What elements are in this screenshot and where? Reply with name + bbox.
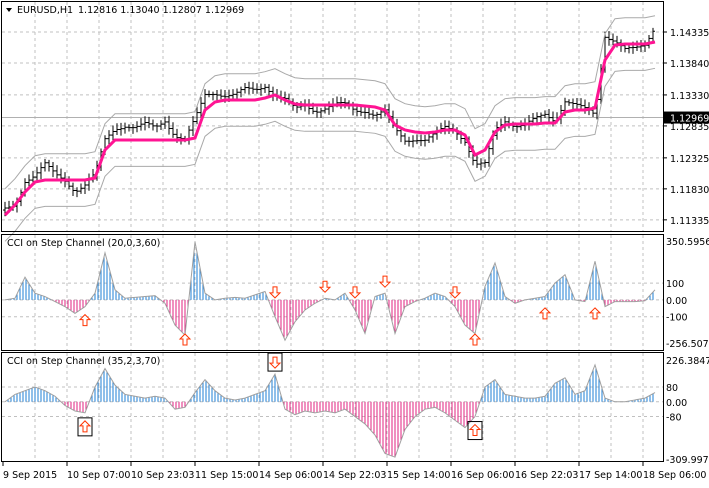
price-label: 1.13840 (670, 59, 709, 70)
price-label: 1.11830 (670, 185, 709, 196)
price-label: 1.11335 (670, 216, 709, 227)
sub2-frame (1, 352, 664, 462)
cci-subwindow-1[interactable] (4, 241, 656, 346)
time-label: 14 Sep 22:03 (323, 470, 386, 481)
cci-line (4, 363, 656, 458)
up-arrow-icon (467, 421, 483, 441)
axes: 1.14335 1.13840 1.13330 1.12835 1.12325 1.118… (2, 28, 709, 481)
time-label: 11 Sep 15:00 (195, 470, 258, 481)
time-label: 14 Sep 06:00 (259, 470, 322, 481)
down-arrow-icon (448, 286, 462, 299)
arrow-shape (538, 307, 552, 320)
time-label: 15 Sep 14:00 (387, 470, 450, 481)
indicator-level-label: -309.9971 (666, 455, 709, 466)
arrow-shape (318, 280, 332, 293)
sub1-title: CCI on Step Channel (20,0,3,60) (7, 238, 160, 249)
arrow-shape (378, 275, 392, 288)
time-label: 9 Sep 2015 (3, 470, 57, 481)
arrow-shape (348, 286, 362, 299)
arrow-shape (78, 420, 92, 433)
up-arrow-icon (468, 333, 482, 346)
up-arrow-icon (178, 333, 192, 346)
arrow-shape (448, 286, 462, 299)
arrow-shape (178, 333, 192, 346)
indicator-level-label: 80 (666, 383, 678, 394)
price-label: 1.12325 (670, 154, 709, 165)
cci-subwindow-2[interactable] (4, 352, 656, 458)
arrow-shape (268, 356, 282, 369)
arrow-shape (268, 286, 282, 299)
channel-midline (3, 40, 656, 217)
down-arrow-icon (268, 286, 282, 299)
main-frame (1, 1, 664, 232)
indicator-level-label: -100 (666, 313, 688, 324)
current-price-label: 1.12969 (670, 114, 709, 125)
down-arrow-icon (378, 275, 392, 288)
cci-line (4, 241, 656, 342)
signal-box (467, 421, 483, 441)
time-label: 16 Sep 22:03 (515, 470, 578, 481)
indicator-level-label: 0.00 (666, 398, 687, 409)
price-label: 1.13330 (670, 91, 709, 102)
signal-box (267, 352, 283, 372)
up-arrow-icon (77, 417, 93, 437)
up-arrow-icon (78, 313, 92, 327)
symbol-label: EURUSD,H1 (17, 5, 73, 16)
up-arrow-icon (538, 307, 552, 320)
signal-box (77, 417, 93, 437)
down-arrow-icon (318, 280, 332, 293)
price-label: 1.14335 (670, 28, 709, 39)
channel-upper-band (4, 15, 656, 190)
sub1-frame (1, 234, 664, 351)
arrow-shape (78, 313, 92, 327)
dropdown-triangle-icon[interactable] (6, 8, 12, 12)
time-label: 10 Sep 07:00 (67, 470, 130, 481)
indicator-level-label: 0.00 (666, 296, 687, 307)
arrow-shape (468, 333, 482, 346)
arrow-shape (468, 423, 482, 437)
up-arrow-icon (588, 307, 602, 320)
time-label: 18 Sep 06:00 (643, 470, 706, 481)
down-arrow-icon (267, 352, 283, 372)
channel-lower-band (4, 67, 656, 242)
time-label: 17 Sep 14:00 (579, 470, 642, 481)
time-label: 10 Sep 23:03 (131, 470, 194, 481)
sub2-title: CCI on Step Channel (35,2,3,70) (7, 356, 160, 367)
indicator-level-label: 100 (666, 279, 684, 290)
arrow-shape (588, 307, 602, 320)
indicator-level-label: 226.3847 (666, 356, 709, 367)
time-label: 16 Sep 06:00 (451, 470, 514, 481)
current-price-badge (664, 111, 709, 124)
price-label: 1.12835 (670, 122, 709, 133)
ohlc-label: 1.12816 1.13040 1.12807 1.12969 (78, 5, 244, 16)
indicator-level-label: 350.5956 (666, 237, 709, 248)
indicator-level-label: -80 (666, 413, 682, 424)
price-chart[interactable] (3, 15, 656, 242)
down-arrow-icon (348, 286, 362, 299)
